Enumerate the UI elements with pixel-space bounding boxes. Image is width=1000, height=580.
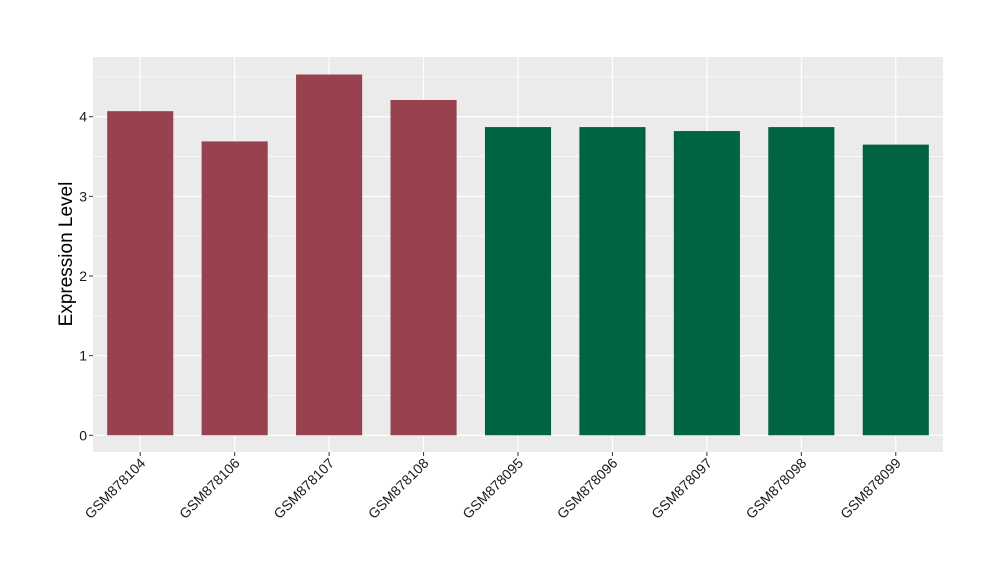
bar-GSM878099 xyxy=(862,144,929,436)
x-tick-label: GSM878106 xyxy=(176,455,243,522)
bar-GSM878108 xyxy=(390,100,457,436)
bar-GSM878106 xyxy=(201,141,268,436)
bars xyxy=(107,74,929,436)
bar-GSM878098 xyxy=(768,127,835,436)
y-tick-label: 3 xyxy=(79,188,87,204)
x-tick-label: GSM878104 xyxy=(81,455,148,522)
y-tick-label: 1 xyxy=(79,348,87,364)
x-tick-label: GSM878107 xyxy=(270,455,337,522)
y-axis-title: Expression Level xyxy=(56,182,77,327)
x-axis: GSM878104 GSM878106 GSM878107 GSM878108 GSM8… xyxy=(81,452,904,522)
x-tick-label: GSM878098 xyxy=(743,455,810,522)
y-tick-label: 4 xyxy=(79,109,87,125)
bar-GSM878104 xyxy=(107,111,174,436)
bar-GSM878096 xyxy=(579,127,646,436)
y-tick-label: 2 xyxy=(79,268,87,284)
bar-GSM878095 xyxy=(484,127,552,436)
x-tick-label: GSM878099 xyxy=(837,455,904,522)
bar-GSM878107 xyxy=(296,74,363,436)
x-tick-label: GSM878095 xyxy=(459,455,526,522)
x-tick-label: GSM878108 xyxy=(365,455,432,522)
y-axis: 0 1 2 3 4 xyxy=(79,109,93,443)
bar-GSM878097 xyxy=(673,131,740,436)
x-tick-label: GSM878096 xyxy=(554,455,621,522)
x-tick-label: GSM878097 xyxy=(648,455,715,522)
y-tick-label: 0 xyxy=(79,427,87,443)
